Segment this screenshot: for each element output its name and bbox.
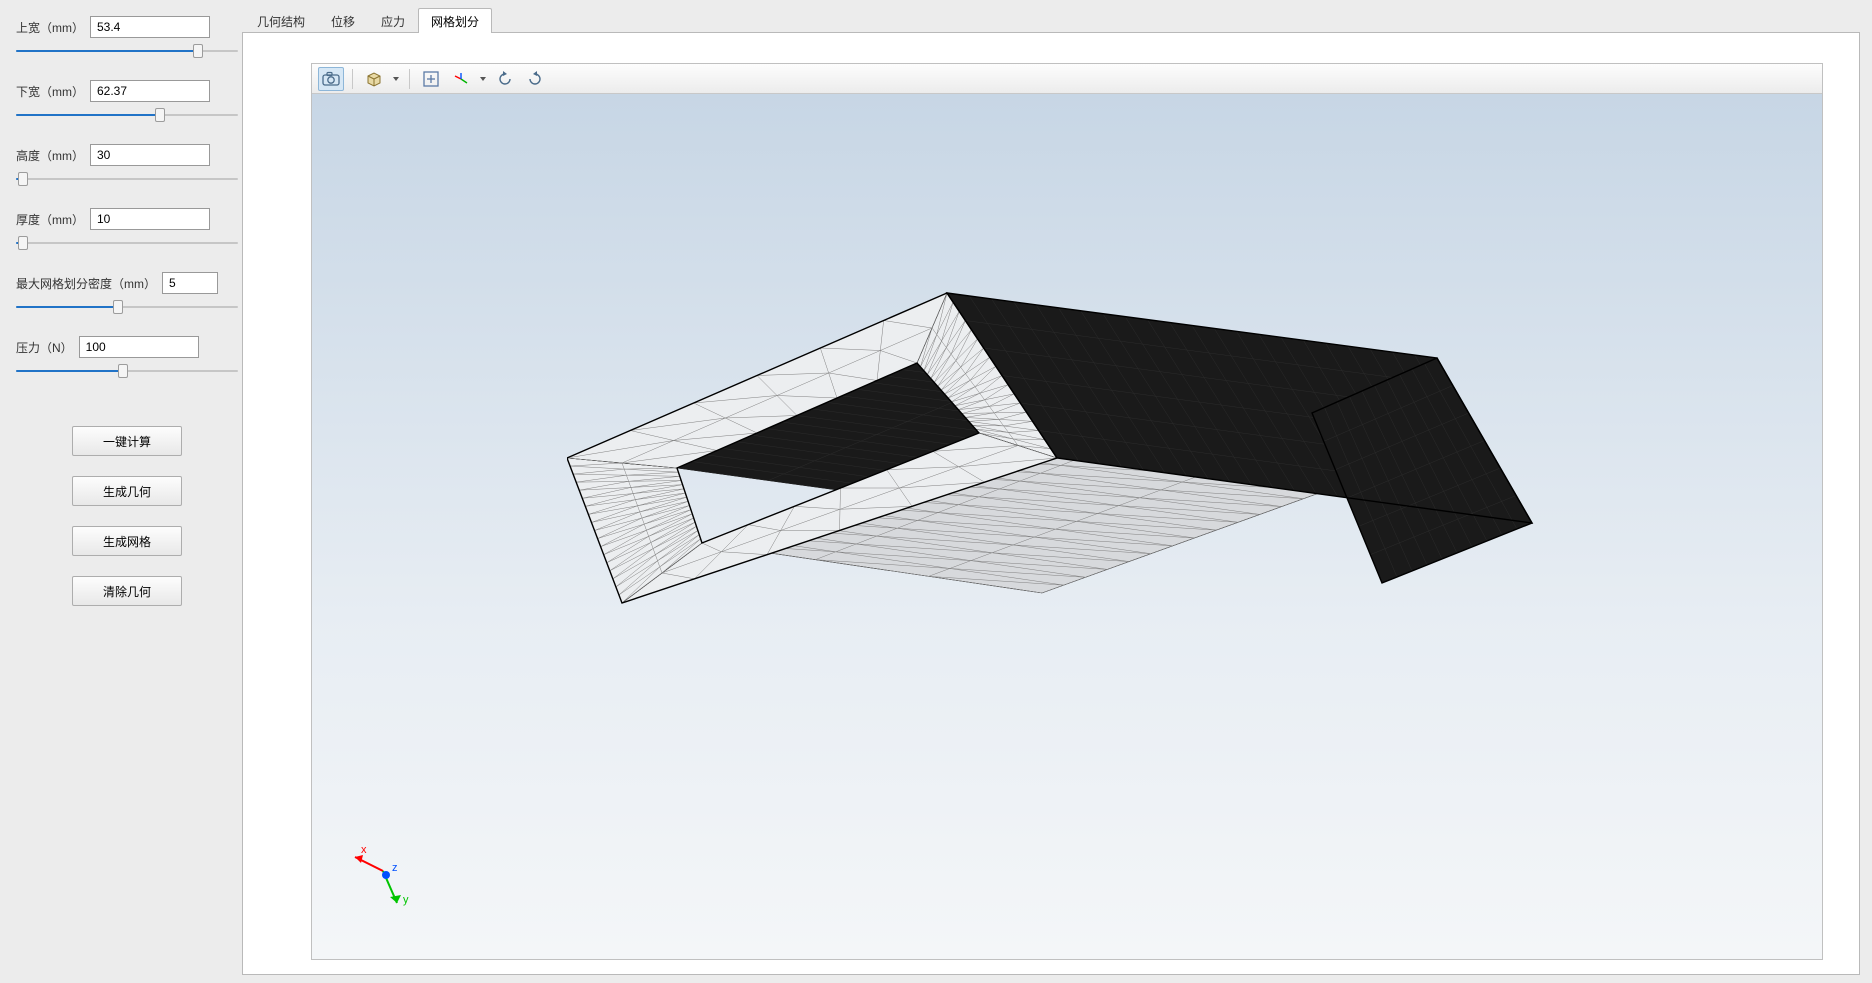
cube-icon xyxy=(365,70,383,88)
fit-icon xyxy=(422,70,440,88)
axis-tool-button[interactable] xyxy=(448,67,474,91)
stage-frame: x y z xyxy=(242,32,1860,975)
mesh-render xyxy=(567,283,1567,683)
rotate-ccw-icon xyxy=(496,70,514,88)
camera-tool-button[interactable] xyxy=(318,67,344,91)
axis-y-label: y xyxy=(403,894,409,906)
axis-z-label: z xyxy=(392,862,398,874)
generate-mesh-button[interactable]: 生成网格 xyxy=(72,526,182,556)
param-slider-thickness[interactable] xyxy=(16,232,238,254)
compute-button[interactable]: 一键计算 xyxy=(72,426,182,456)
tab-disp[interactable]: 位移 xyxy=(318,8,368,33)
toolbar-separator xyxy=(409,69,410,89)
param-label-mesh_density: 最大网格划分密度（mm） xyxy=(16,275,156,292)
tab-stress[interactable]: 应力 xyxy=(368,8,418,33)
rotate-ccw-button[interactable] xyxy=(492,67,518,91)
clear-geometry-button[interactable]: 清除几何 xyxy=(72,576,182,606)
param-input-pressure[interactable] xyxy=(79,336,199,358)
param-input-bottom_width[interactable] xyxy=(90,80,210,102)
rotate-cw-icon xyxy=(526,70,544,88)
axis-x-label: x xyxy=(361,844,367,856)
generate-geometry-button[interactable]: 生成几何 xyxy=(72,476,182,506)
toolbar-separator xyxy=(352,69,353,89)
param-label-bottom_width: 下宽（mm） xyxy=(16,83,84,100)
camera-icon xyxy=(322,71,340,87)
tab-mesh[interactable]: 网格划分 xyxy=(418,8,492,33)
cube-view-button[interactable] xyxy=(361,67,387,91)
param-input-top_width[interactable] xyxy=(90,16,210,38)
main-area: 几何结构位移应力网格划分 xyxy=(242,8,1860,975)
param-label-pressure: 压力（N） xyxy=(16,339,73,356)
param-slider-bottom_width[interactable] xyxy=(16,104,238,126)
param-input-height[interactable] xyxy=(90,144,210,166)
orientation-triad: x y z xyxy=(348,843,418,913)
param-slider-mesh_density[interactable] xyxy=(16,296,238,318)
viewer-toolbar xyxy=(312,64,1822,94)
action-buttons: 一键计算 生成几何 生成网格 清除几何 xyxy=(16,426,238,606)
tab-geom[interactable]: 几何结构 xyxy=(244,8,318,33)
triad-icon xyxy=(452,70,470,88)
parameter-panel: 上宽（mm） 下宽（mm） 高度（mm） 厚度（mm） 最大网格划分密度（mm） 压力（N… xyxy=(12,8,242,975)
fit-view-button[interactable] xyxy=(418,67,444,91)
cube-view-dropdown[interactable] xyxy=(391,77,401,81)
rotate-cw-button[interactable] xyxy=(522,67,548,91)
param-slider-height[interactable] xyxy=(16,168,238,190)
param-label-top_width: 上宽（mm） xyxy=(16,19,84,36)
param-label-thickness: 厚度（mm） xyxy=(16,211,84,228)
param-input-mesh_density[interactable] xyxy=(162,272,218,294)
viewer: x y z xyxy=(311,63,1823,960)
param-slider-top_width[interactable] xyxy=(16,40,238,62)
param-label-height: 高度（mm） xyxy=(16,147,84,164)
axis-tool-dropdown[interactable] xyxy=(478,77,488,81)
tab-bar: 几何结构位移应力网格划分 xyxy=(242,8,1860,32)
param-slider-pressure[interactable] xyxy=(16,360,238,382)
viewport[interactable]: x y z xyxy=(312,94,1822,959)
param-input-thickness[interactable] xyxy=(90,208,210,230)
